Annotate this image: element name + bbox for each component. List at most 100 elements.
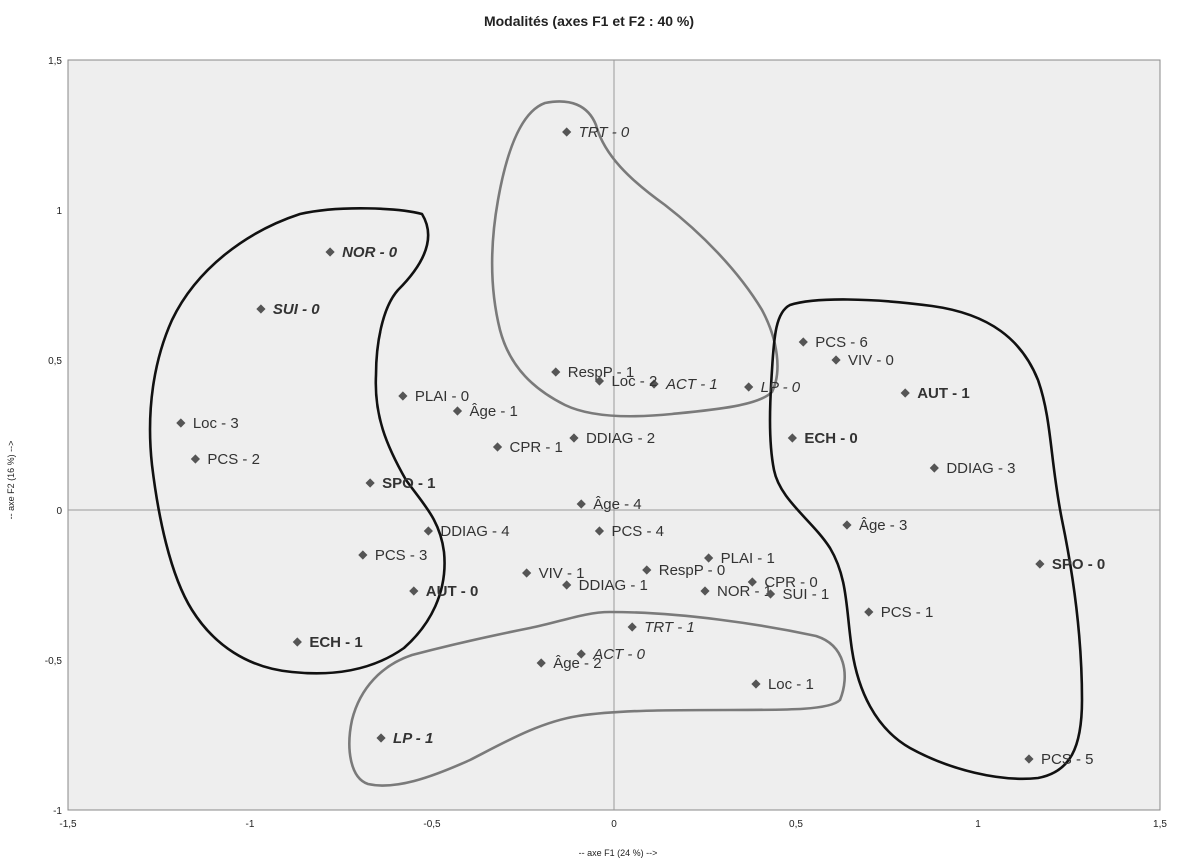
point-nor-1: NOR - 1 — [700, 583, 772, 600]
point-label: VIV - 0 — [848, 352, 894, 369]
point-label: NOR - 1 — [717, 583, 772, 600]
point-spo-1: SPO - 1 — [365, 475, 435, 492]
point-âge-1: Âge - 1 — [452, 403, 518, 420]
x-tick-label: -0,5 — [423, 819, 441, 830]
point-label: DDIAG - 4 — [440, 523, 509, 540]
point-âge-3: Âge - 3 — [842, 517, 907, 534]
point-label: Loc - 1 — [768, 676, 814, 693]
point-label: AUT - 1 — [917, 385, 970, 402]
point-trt-1: TRT - 1 — [627, 619, 695, 636]
point-loc-2: Loc - 2 — [594, 373, 657, 390]
point-label: SUI - 0 — [273, 301, 320, 318]
diamond-marker — [831, 355, 841, 365]
diamond-marker — [569, 433, 579, 443]
point-label: DDIAG - 1 — [579, 577, 648, 594]
point-label: PCS - 3 — [375, 547, 428, 564]
diamond-marker — [744, 382, 754, 392]
point-label: LP - 0 — [761, 379, 801, 396]
diamond-marker — [365, 478, 375, 488]
diamond-marker — [325, 247, 335, 257]
point-label: PLAI - 1 — [721, 550, 775, 567]
diamond-marker — [900, 388, 910, 398]
point-label: Loc - 2 — [611, 373, 657, 390]
point-label: SPO - 1 — [382, 475, 435, 492]
x-tick-label: 1,5 — [1153, 819, 1167, 830]
point-respp-0: RespP - 0 — [642, 562, 725, 579]
diamond-marker — [562, 127, 572, 137]
point-sui-0: SUI - 0 — [256, 301, 320, 318]
point-âge-2: Âge - 2 — [536, 655, 602, 672]
point-pcs-3: PCS - 3 — [358, 547, 427, 564]
point-label: NOR - 0 — [342, 244, 398, 261]
point-label: PCS - 5 — [1041, 751, 1094, 768]
y-axis-label: -- axe F2 (16 %) --> — [6, 441, 16, 520]
diamond-marker — [176, 418, 186, 428]
diamond-marker — [929, 463, 939, 473]
point-pcs-6: PCS - 6 — [798, 334, 868, 351]
point-ddiag-4: DDIAG - 4 — [423, 523, 510, 540]
diamond-marker — [649, 379, 659, 389]
point-ech-1: ECH - 1 — [292, 634, 363, 651]
diamond-marker — [1035, 559, 1045, 569]
diamond-marker — [409, 586, 419, 596]
point-plai-0: PLAI - 0 — [398, 388, 469, 405]
diamond-marker — [576, 649, 586, 659]
diamond-marker — [594, 376, 605, 386]
y-tick-label: 0,5 — [48, 356, 62, 367]
diamond-marker — [452, 406, 463, 416]
point-label: DDIAG - 3 — [946, 460, 1015, 477]
point-label: DDIAG - 2 — [586, 430, 655, 447]
x-tick-label: 1 — [975, 819, 981, 830]
point-label: CPR - 0 — [764, 574, 817, 591]
contour-right-group — [768, 298, 1084, 780]
diamond-marker — [627, 622, 637, 632]
contour-left-group — [148, 207, 446, 675]
diamond-marker — [492, 442, 503, 452]
diamond-marker — [562, 580, 572, 590]
x-tick-label: 0 — [611, 819, 617, 830]
diamond-marker — [594, 526, 605, 536]
contour-bottom-group — [348, 610, 847, 787]
point-act-0: ACT - 0 — [576, 646, 646, 663]
point-aut-1: AUT - 1 — [900, 385, 970, 402]
point-ddiag-1: DDIAG - 1 — [562, 577, 648, 594]
diamond-marker — [292, 637, 302, 647]
x-tick-labels: -1,5 -1 -0,5 0 0,5 1 1,5 — [59, 819, 1167, 830]
point-cpr-1: CPR - 1 — [492, 439, 563, 456]
y-tick-label: 1,5 — [48, 56, 62, 67]
point-label: ECH - 0 — [804, 430, 857, 447]
y-tick-label: 1 — [56, 206, 62, 217]
chart-title: Modalités (axes F1 et F2 : 40 %) — [484, 13, 694, 29]
point-viv-0: VIV - 0 — [831, 352, 894, 369]
diamond-marker — [376, 733, 386, 743]
point-pcs-4: PCS - 4 — [594, 523, 664, 540]
point-viv-1: VIV - 1 — [522, 565, 584, 582]
contour-top-group — [490, 100, 779, 418]
point-aut-0: AUT - 0 — [409, 583, 478, 600]
point-label: Âge - 2 — [553, 655, 601, 672]
point-cpr-0: CPR - 0 — [747, 574, 818, 591]
point-label: CPR - 1 — [510, 439, 563, 456]
point-sui-1: SUI - 1 — [765, 586, 829, 603]
point-loc-3: Loc - 3 — [176, 415, 239, 432]
diamond-marker — [398, 391, 408, 401]
diamond-marker — [358, 550, 368, 560]
diamond-marker — [787, 433, 797, 443]
point-âge-4: Âge - 4 — [576, 496, 642, 513]
diamond-marker — [576, 499, 586, 509]
diamond-marker — [1024, 754, 1034, 764]
x-tick-label: -1,5 — [59, 819, 77, 830]
point-spo-0: SPO - 0 — [1035, 556, 1105, 573]
x-axis-label: -- axe F1 (24 %) --> — [579, 848, 658, 858]
group-contours — [148, 100, 1084, 787]
point-label: AUT - 0 — [426, 583, 479, 600]
point-ddiag-3: DDIAG - 3 — [929, 460, 1016, 477]
diamond-marker — [864, 607, 874, 617]
diamond-marker — [704, 553, 714, 563]
point-act-1: ACT - 1 — [649, 376, 718, 393]
point-label: PCS - 6 — [815, 334, 868, 351]
point-label: RespP - 0 — [659, 562, 725, 579]
point-loc-1: Loc - 1 — [751, 676, 814, 693]
point-label: PCS - 1 — [881, 604, 934, 621]
